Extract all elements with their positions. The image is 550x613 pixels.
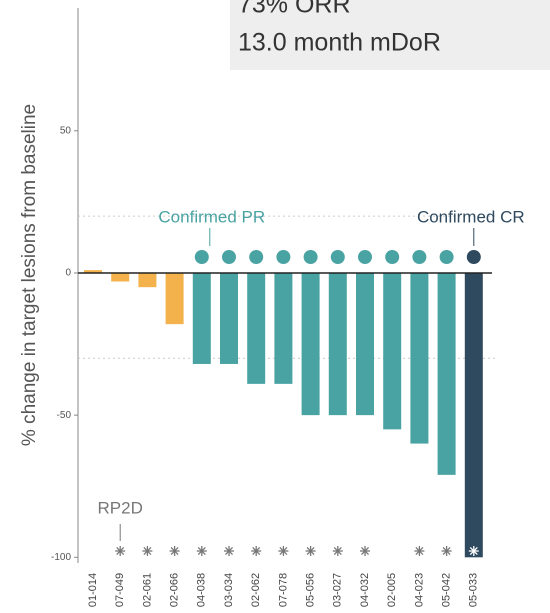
x-tick-label: 02-066 <box>169 573 181 607</box>
rp2d-marker-stroke <box>170 547 179 555</box>
rp2d-marker <box>196 546 207 556</box>
x-tick-label: 03-027 <box>332 573 344 607</box>
bar <box>111 272 130 282</box>
rp2d-marker-stroke <box>415 547 424 555</box>
bar <box>165 272 184 325</box>
x-tick-label: 02-061 <box>141 573 153 607</box>
bar <box>192 272 211 364</box>
bar <box>437 272 456 475</box>
rp2d-marker-stroke <box>306 547 315 555</box>
rp2d-marker-stroke <box>442 547 451 555</box>
bar <box>464 272 483 558</box>
pr-marker <box>222 250 236 264</box>
rp2d-marker <box>360 546 370 556</box>
pr-marker <box>249 250 264 264</box>
rp2d-marker <box>169 546 180 556</box>
pr-marker <box>358 250 372 264</box>
rp2d-marker-stroke <box>252 547 261 555</box>
cr-annotation: Confirmed CR <box>417 207 525 226</box>
x-tick-label: 01-014 <box>87 573 99 607</box>
bar <box>410 272 429 444</box>
x-tick-label: 05-042 <box>441 573 453 607</box>
x-tick-label: 02-062 <box>250 573 262 607</box>
pr-marker <box>303 250 318 264</box>
x-tick-label: 04-023 <box>413 573 425 607</box>
x-tick-label: 05-033 <box>468 573 480 607</box>
rp2d-marker-stroke <box>116 547 125 555</box>
pr-marker <box>330 250 345 264</box>
pr-marker <box>385 250 400 264</box>
rp2d-marker-stroke <box>333 547 342 555</box>
bar <box>274 272 293 384</box>
bar <box>220 272 238 364</box>
y-tick-label: -50 <box>57 410 72 421</box>
rp2d-marker-stroke <box>143 547 152 555</box>
bar <box>328 272 347 416</box>
summary-line: 73% ORR <box>238 0 351 19</box>
y-tick-label: -100 <box>51 552 71 563</box>
rp2d-marker-stroke <box>361 547 369 555</box>
x-tick-label: 02-005 <box>386 573 398 607</box>
rp2d-marker-stroke <box>469 547 478 555</box>
y-axis-label: % change in target lesions from baseline <box>19 104 40 446</box>
rp2d-marker <box>414 546 425 556</box>
pr-annotation: Confirmed PR <box>158 207 265 226</box>
rp2d-marker <box>224 546 234 556</box>
summary-box <box>230 0 550 70</box>
x-tick-label: 07-049 <box>114 573 126 607</box>
rp2d-marker <box>332 546 343 556</box>
x-tick-label: 03-034 <box>223 573 235 607</box>
rp2d-marker <box>142 546 153 556</box>
pr-marker <box>412 250 427 264</box>
x-tick-label: 04-038 <box>196 573 208 607</box>
rp2d-marker-stroke <box>225 547 233 555</box>
rp2d-marker <box>251 546 262 556</box>
rp2d-marker <box>305 546 316 556</box>
cr-marker <box>466 250 481 264</box>
rp2d-marker <box>468 546 479 556</box>
y-tick-label: 0 <box>65 268 71 279</box>
pr-marker <box>276 250 291 264</box>
x-tick-label: 05-056 <box>305 573 317 607</box>
rp2d-marker <box>115 546 126 556</box>
bar <box>301 272 320 416</box>
pr-marker <box>439 250 454 264</box>
bar <box>247 272 266 384</box>
y-tick-label: 50 <box>60 125 72 136</box>
bar <box>356 272 374 416</box>
bar <box>138 272 157 288</box>
rp2d-marker <box>441 546 452 556</box>
pr-marker <box>194 250 209 264</box>
rp2d-annotation: RP2D <box>98 498 143 517</box>
bar <box>383 272 402 430</box>
bar <box>84 270 102 273</box>
rp2d-marker-stroke <box>279 547 288 555</box>
rp2d-marker-stroke <box>197 547 206 555</box>
x-tick-label: 04-032 <box>359 573 371 607</box>
x-tick-label: 07-078 <box>277 573 289 607</box>
summary-line: 13.0 month mDoR <box>238 29 441 57</box>
rp2d-marker <box>278 546 289 556</box>
